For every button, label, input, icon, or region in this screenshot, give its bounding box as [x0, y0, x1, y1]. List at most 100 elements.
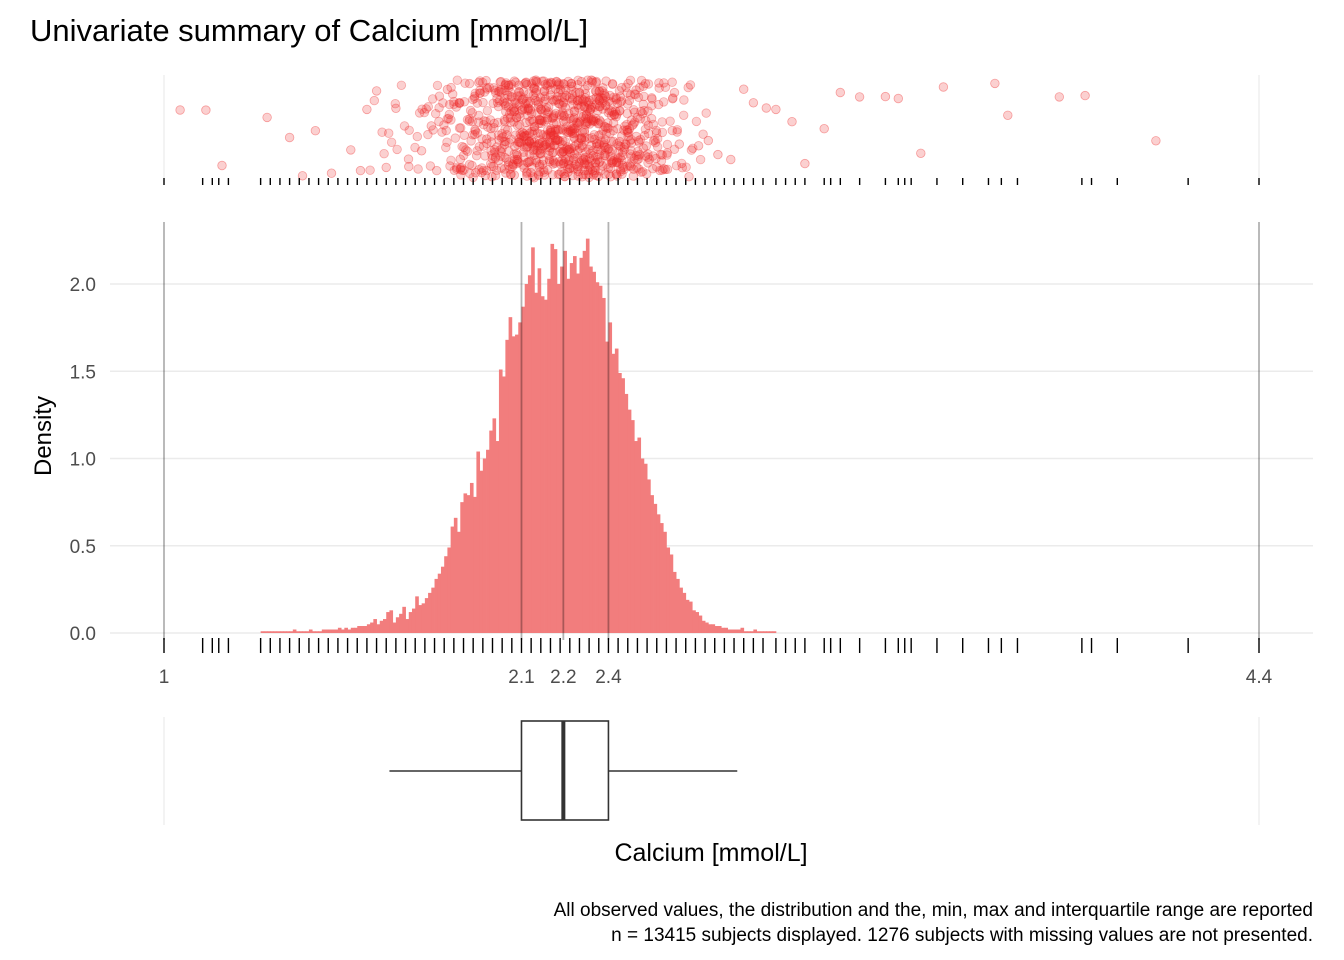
observed-point — [608, 107, 618, 117]
observed-point — [441, 142, 451, 153]
observed-point — [490, 85, 500, 95]
observed-point — [625, 136, 635, 146]
observed-point — [446, 155, 456, 166]
histogram-bar — [708, 624, 712, 633]
observed-point — [355, 165, 366, 176]
observed-point — [631, 150, 642, 161]
observed-point — [559, 158, 569, 169]
observed-point — [467, 116, 478, 127]
observed-point — [474, 77, 484, 88]
observed-point — [586, 140, 597, 151]
observed-point — [600, 142, 610, 152]
observed-point — [634, 149, 645, 160]
observed-point — [559, 110, 569, 121]
observed-point — [535, 159, 545, 170]
observed-point — [514, 80, 524, 90]
observed-point — [565, 147, 576, 158]
observed-point — [526, 156, 536, 166]
observed-point — [524, 137, 535, 147]
observed-point — [595, 102, 605, 112]
observed-point — [548, 147, 559, 157]
observed-point — [551, 108, 561, 119]
observed-point — [586, 164, 596, 175]
observed-point — [580, 119, 591, 130]
observed-point — [553, 125, 563, 136]
observed-point — [594, 118, 604, 128]
observed-point — [593, 119, 603, 129]
observed-point — [477, 163, 487, 173]
observed-point — [638, 99, 649, 110]
histogram-bar — [286, 631, 290, 633]
observed-point — [493, 155, 504, 166]
observed-point — [594, 130, 604, 141]
observed-point — [532, 128, 543, 138]
observed-point — [622, 99, 633, 109]
observed-point — [490, 147, 500, 158]
caption-line-2: n = 13415 subjects displayed. 1276 subje… — [611, 925, 1313, 946]
histogram-bar — [457, 531, 461, 633]
observed-point — [591, 113, 601, 124]
observed-point — [622, 119, 632, 130]
observed-point — [529, 76, 539, 86]
observed-point — [559, 98, 569, 108]
observed-point — [462, 146, 473, 157]
histogram-bar — [663, 531, 667, 633]
observed-point — [576, 76, 587, 87]
histogram-bar — [553, 249, 558, 633]
histogram-bar — [363, 626, 368, 633]
observed-point — [662, 164, 673, 175]
observed-point — [550, 95, 560, 105]
observed-point — [525, 149, 535, 159]
observed-point — [504, 80, 514, 90]
observed-point — [547, 113, 557, 123]
histogram-bar — [431, 587, 435, 633]
histogram-bar — [263, 631, 268, 633]
observed-point — [488, 161, 499, 172]
y-tick-label: 0.5 — [70, 537, 96, 558]
observed-point — [563, 167, 573, 177]
observed-point — [561, 116, 571, 127]
observed-point — [607, 79, 618, 90]
histogram-bar — [283, 631, 287, 633]
observed-point — [550, 133, 561, 143]
x-tick-label: 2.2 — [550, 667, 576, 688]
observed-point — [535, 145, 546, 155]
observed-point — [544, 102, 554, 112]
observed-point — [590, 116, 600, 127]
observed-point — [632, 155, 643, 165]
histogram-bar — [408, 612, 413, 633]
observed-point — [425, 161, 436, 171]
histogram-bar — [383, 619, 387, 633]
observed-point — [600, 150, 611, 161]
observed-point — [496, 76, 506, 87]
observed-point — [471, 150, 482, 161]
observed-point — [500, 152, 510, 163]
observed-point — [539, 76, 549, 86]
observed-point — [528, 141, 539, 151]
histogram-bar — [579, 257, 584, 633]
observed-point — [554, 98, 564, 109]
observed-point — [531, 75, 541, 85]
observed-point — [570, 127, 581, 138]
observed-point — [534, 161, 545, 171]
observed-point — [634, 164, 644, 174]
observed-point — [487, 150, 497, 160]
observed-point — [557, 125, 568, 135]
observed-point — [647, 93, 657, 103]
observed-point — [633, 146, 643, 157]
observed-point — [632, 112, 643, 123]
observed-point — [586, 115, 597, 126]
observed-point — [470, 129, 480, 140]
observed-point — [580, 132, 590, 143]
observed-point — [384, 128, 394, 138]
observed-point — [470, 88, 481, 99]
observed-point — [493, 101, 504, 112]
observed-point — [648, 119, 659, 130]
observed-point — [643, 152, 653, 162]
observed-point — [540, 105, 551, 115]
observed-point — [431, 108, 441, 119]
histogram-bar — [476, 451, 481, 633]
observed-point — [503, 102, 514, 112]
x-axis-label: Calcium [mmol/L] — [614, 839, 807, 867]
